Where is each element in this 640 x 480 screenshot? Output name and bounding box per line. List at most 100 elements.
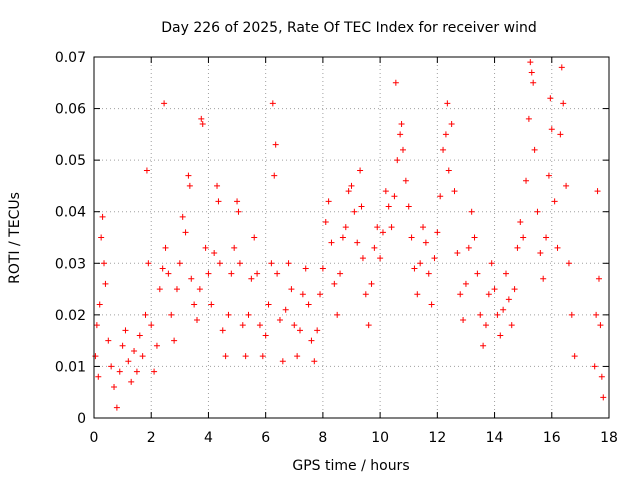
data-point (291, 322, 298, 329)
data-point (116, 368, 123, 375)
data-point (148, 322, 155, 329)
chart-title: Day 226 of 2025, Rate Of TEC Index for r… (161, 20, 536, 36)
data-point (245, 311, 252, 318)
data-point (420, 224, 427, 231)
data-point (225, 311, 232, 318)
data-point (145, 260, 152, 267)
data-point (385, 203, 392, 210)
data-point (425, 270, 432, 277)
data-point (563, 182, 570, 189)
data-point (594, 188, 601, 195)
y-tick-label: 0.03 (55, 256, 86, 272)
data-point (491, 286, 498, 293)
data-point (337, 270, 344, 277)
x-tick-label: 4 (204, 430, 213, 446)
data-point (282, 306, 289, 313)
data-point (236, 260, 243, 267)
data-point (444, 100, 451, 107)
grid-lines (94, 57, 609, 418)
data-point (113, 404, 120, 411)
data-point (517, 219, 524, 226)
data-point (311, 358, 318, 365)
data-point (99, 213, 106, 220)
data-point (530, 79, 537, 86)
data-point (525, 115, 532, 122)
data-point (474, 270, 481, 277)
x-tick-label: 10 (371, 430, 389, 446)
data-point (222, 353, 229, 360)
data-point (208, 301, 215, 308)
data-point (176, 260, 183, 267)
data-point (272, 141, 279, 148)
data-point (142, 311, 149, 318)
data-point (131, 347, 138, 354)
data-point (328, 239, 335, 246)
data-point (379, 229, 386, 236)
data-point (331, 280, 338, 287)
data-point (276, 317, 283, 324)
data-point (285, 260, 292, 267)
data-point (334, 311, 341, 318)
data-point (188, 275, 195, 282)
data-point (468, 208, 475, 215)
data-point (398, 121, 405, 128)
data-point (239, 322, 246, 329)
data-point (551, 198, 558, 205)
data-point (560, 100, 567, 107)
data-point (511, 286, 518, 293)
data-point (554, 244, 561, 251)
data-point (465, 244, 472, 251)
data-point (442, 131, 449, 138)
data-point (122, 327, 129, 334)
y-tick-label: 0.01 (55, 359, 86, 375)
data-point (557, 131, 564, 138)
data-point (514, 244, 521, 251)
y-tick-label: 0.02 (55, 308, 86, 324)
data-point (231, 244, 238, 251)
data-point (211, 249, 218, 256)
data-point (251, 234, 258, 241)
data-point (431, 255, 438, 262)
data-point (348, 182, 355, 189)
data-point (388, 224, 395, 231)
data-point (358, 203, 365, 210)
data-point (317, 291, 324, 298)
x-axis-label: GPS time / hours (292, 458, 409, 474)
y-axis-label: ROTI / TECUs (7, 192, 23, 284)
data-point (362, 291, 369, 298)
data-point (342, 224, 349, 231)
data-point (391, 193, 398, 200)
data-point (357, 167, 364, 174)
data-point (182, 229, 189, 236)
data-point (288, 286, 295, 293)
data-point (254, 270, 261, 277)
data-point (125, 358, 132, 365)
data-point (480, 342, 487, 349)
data-point (191, 301, 198, 308)
data-point (540, 275, 547, 282)
data-point (448, 121, 455, 128)
data-point (460, 317, 467, 324)
x-tick-label: 6 (261, 430, 270, 446)
data-point (437, 193, 444, 200)
data-point (414, 291, 421, 298)
data-point (185, 172, 192, 179)
data-point (198, 115, 205, 122)
data-point (305, 301, 312, 308)
data-point (422, 239, 429, 246)
data-point (294, 353, 301, 360)
y-tick-label: 0.05 (55, 153, 86, 169)
data-point (108, 363, 115, 370)
data-point (322, 219, 329, 226)
data-point (268, 260, 275, 267)
data-point (354, 239, 361, 246)
data-point (494, 311, 501, 318)
data-point (598, 373, 605, 380)
data-point (351, 208, 358, 215)
data-point (161, 100, 168, 107)
data-point (477, 311, 484, 318)
data-point (101, 260, 108, 267)
data-point (591, 363, 598, 370)
data-point (119, 342, 126, 349)
data-point (400, 146, 406, 153)
